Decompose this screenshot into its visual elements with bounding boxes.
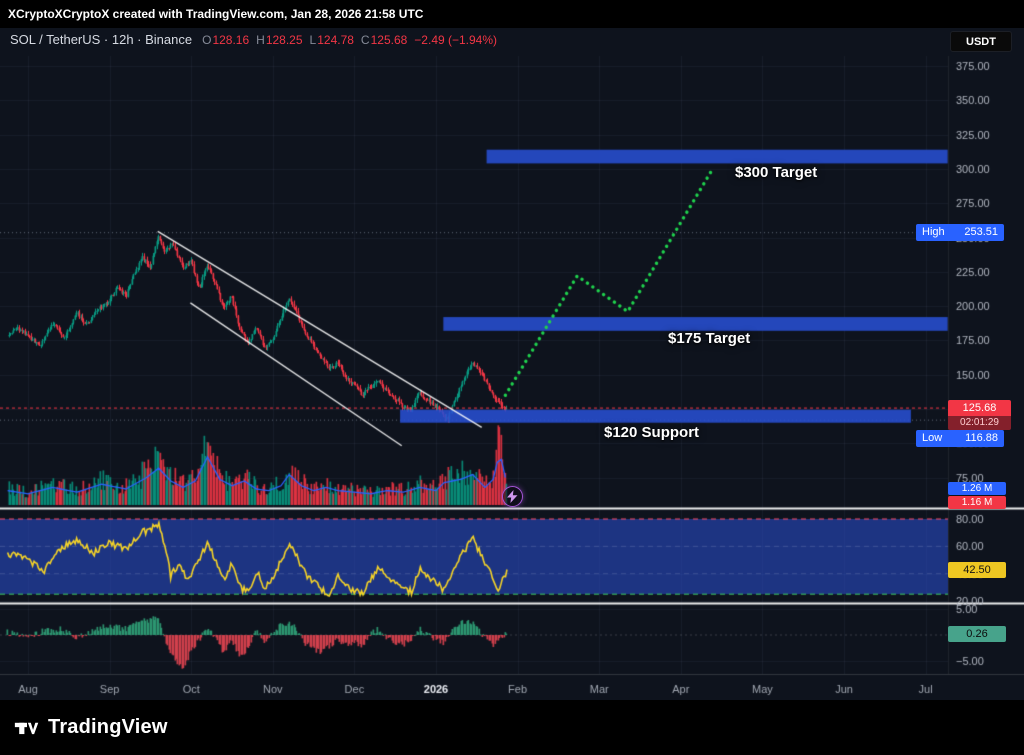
currency-toggle-button[interactable]: USDT <box>950 31 1012 52</box>
ohlc-close-label: C <box>360 32 370 47</box>
volume-ma-badge: 1.26 M <box>948 482 1006 495</box>
price-chart-canvas[interactable] <box>0 28 1024 700</box>
high-price-badge: High 253.51 <box>916 224 1004 241</box>
symbol-title[interactable]: SOL / TetherUS · 12h · Binance <box>10 32 193 47</box>
ohlc-low-value: 124.78 <box>317 32 354 47</box>
high-value: 253.51 <box>964 226 998 238</box>
tradingview-logo-icon[interactable] <box>14 715 40 741</box>
attribution-bar: XCryptoXCryptoX created with TradingView… <box>0 0 1024 28</box>
symbol-legend: SOL / TetherUS · 12h · Binance O 128.16 H… <box>10 32 497 47</box>
change-value: −2.49 (−1.94%) <box>414 32 498 47</box>
target-175-label[interactable]: $175 Target <box>668 330 751 347</box>
high-label: High <box>922 226 945 238</box>
ohlc-open-value: 128.16 <box>212 32 250 47</box>
ohlc-high-label: H <box>256 32 265 47</box>
low-label: Low <box>922 432 943 444</box>
bar-countdown-timer: 02:01:29 <box>948 416 1011 430</box>
attribution-text: XCryptoXCryptoX created with TradingView… <box>8 7 424 21</box>
rsi-value-badge: 42.50 <box>948 562 1006 578</box>
last-price-value: 125.68 <box>948 400 1011 416</box>
ohlc-open-label: O <box>202 32 212 47</box>
ohlc-low-label: L <box>309 32 317 47</box>
footer-bar: TradingView <box>0 700 1024 755</box>
ohlc-high-value: 128.25 <box>265 32 303 47</box>
ohlc-close-value: 125.68 <box>370 32 408 47</box>
target-300-label[interactable]: $300 Target <box>735 164 818 181</box>
low-value: 116.88 <box>965 432 998 444</box>
ohlc-readout: O 128.16 H 128.25 L 124.78 C 125.68 −2.49 (−… <box>202 33 497 47</box>
support-120-label[interactable]: $120 Support <box>604 424 700 441</box>
lightning-glyph <box>507 490 518 503</box>
chart-area: SOL / TetherUS · 12h · Binance O 128.16 H… <box>0 28 1024 700</box>
boost-lightning-icon[interactable] <box>502 486 523 507</box>
histogram-value-badge: 0.26 <box>948 626 1006 642</box>
last-price-badge: 125.68 02:01:29 <box>948 400 1011 430</box>
low-price-badge: Low 116.88 <box>916 430 1004 447</box>
tradingview-wordmark[interactable]: TradingView <box>48 716 168 738</box>
volume-current-badge: 1.16 M <box>948 496 1006 509</box>
